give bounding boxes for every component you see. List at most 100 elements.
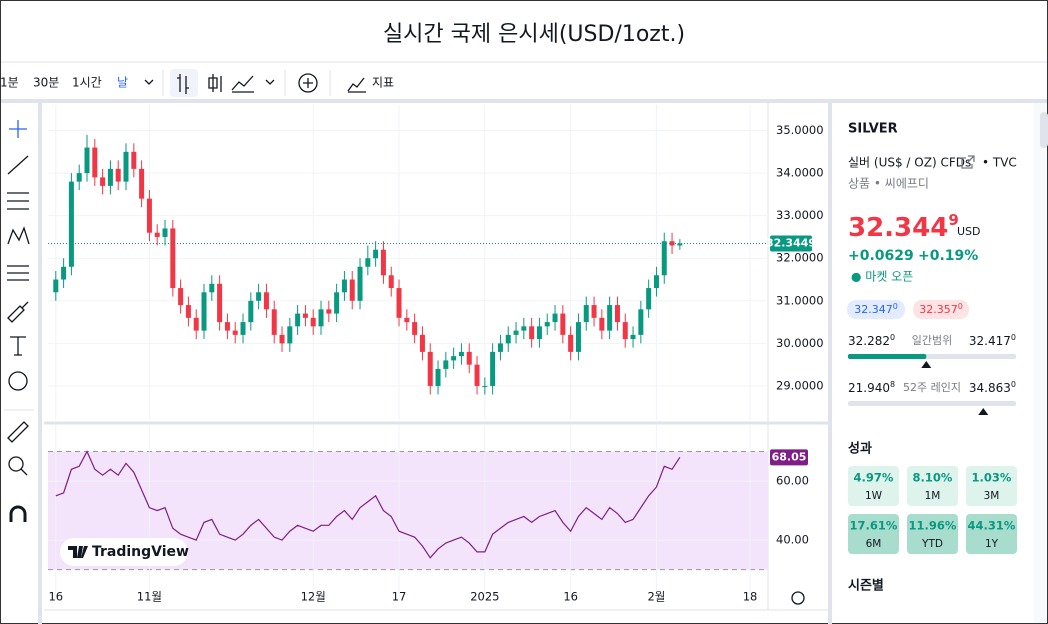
x-tick-label: 16 bbox=[563, 590, 578, 604]
candles-icon[interactable] bbox=[208, 74, 222, 92]
x-tick-label: 12월 bbox=[301, 590, 326, 604]
candle-body bbox=[115, 168, 121, 182]
settings-button[interactable] bbox=[791, 591, 805, 605]
brush-tool[interactable] bbox=[7, 301, 29, 323]
magnet-tool[interactable] bbox=[9, 505, 27, 522]
candle-body bbox=[295, 313, 301, 327]
ask: 32.3570 bbox=[919, 302, 963, 317]
interval[interactable]: 30분 bbox=[33, 76, 59, 90]
candle-body bbox=[544, 322, 550, 327]
y-tick-label: 33.0000 bbox=[776, 208, 824, 222]
dropdown[interactable] bbox=[144, 79, 154, 85]
candle-body bbox=[256, 292, 262, 301]
candle-body bbox=[653, 275, 659, 289]
scrollbar-thumb[interactable] bbox=[1040, 112, 1048, 148]
candle-body bbox=[162, 228, 168, 237]
candle-body bbox=[568, 334, 574, 352]
projection-tool[interactable] bbox=[7, 265, 29, 281]
bar-style-button[interactable] bbox=[170, 69, 198, 97]
performance-period: 1M bbox=[925, 490, 941, 502]
candle-body bbox=[622, 322, 628, 340]
change-pct: +0.19% bbox=[918, 248, 978, 264]
symbol: SILVER bbox=[848, 122, 898, 137]
dropdown[interactable] bbox=[265, 79, 275, 85]
page-title: 실시간 국제 은시세(USD/1ozt.) bbox=[383, 22, 685, 47]
price-sup: 9 bbox=[948, 211, 958, 229]
candle-body bbox=[263, 292, 269, 310]
indicators-button[interactable]: 지표 bbox=[372, 76, 394, 90]
candle-body bbox=[474, 364, 480, 386]
performance-cell bbox=[907, 514, 958, 554]
candle-body bbox=[427, 351, 433, 386]
category: 상품 • 씨에프디 bbox=[848, 177, 929, 191]
candle-body bbox=[240, 322, 246, 335]
candle-body bbox=[154, 232, 160, 237]
candle-body bbox=[357, 266, 363, 301]
emoji-tool[interactable] bbox=[8, 371, 28, 391]
interval[interactable]: 1시간 bbox=[72, 76, 102, 90]
interval[interactable]: 날 bbox=[117, 76, 128, 90]
pattern-tool[interactable] bbox=[7, 226, 30, 245]
candle-body bbox=[318, 309, 324, 327]
candle-body bbox=[84, 147, 90, 174]
performance-value: 17.61% bbox=[850, 519, 898, 533]
candle-body bbox=[76, 173, 82, 182]
candle-body bbox=[341, 279, 347, 293]
candle-body bbox=[560, 313, 566, 335]
external-link[interactable] bbox=[961, 155, 975, 169]
candle-body bbox=[326, 309, 332, 314]
candle-body bbox=[146, 198, 152, 233]
year-range-label: 52주 레인지 bbox=[903, 381, 961, 394]
day-range-label: 일간범위 bbox=[912, 333, 952, 347]
fib-tool[interactable] bbox=[7, 192, 29, 210]
bid-sup: 0 bbox=[893, 302, 898, 311]
rsi-label: 68.05 bbox=[772, 450, 807, 463]
day-high: 32.4170 bbox=[969, 333, 1016, 348]
candle-body bbox=[614, 305, 620, 323]
bars-icon bbox=[177, 74, 189, 94]
zoom-tool[interactable] bbox=[8, 456, 24, 472]
candle-body bbox=[287, 326, 293, 344]
candle-body bbox=[552, 313, 558, 323]
candle-body bbox=[599, 317, 605, 331]
candle-body bbox=[458, 351, 464, 357]
performance-period: YTD bbox=[921, 538, 943, 550]
area-icon[interactable] bbox=[231, 75, 254, 93]
compare-button[interactable] bbox=[298, 73, 318, 93]
price-main: 32.344 bbox=[848, 213, 948, 243]
candle-body bbox=[536, 326, 542, 340]
candle-body bbox=[451, 356, 457, 361]
plus-icon bbox=[303, 78, 313, 88]
year-high-main: 34.863 bbox=[969, 381, 1011, 395]
indicator-icon[interactable] bbox=[347, 77, 366, 93]
crosshair-tool[interactable] bbox=[9, 120, 27, 138]
candle-body bbox=[513, 330, 519, 335]
ruler-tool[interactable] bbox=[7, 421, 29, 443]
interval[interactable]: 1분 bbox=[0, 76, 19, 90]
y-tick-label: 34.0000 bbox=[776, 166, 824, 180]
watermark-logo bbox=[68, 546, 88, 558]
candle-body bbox=[661, 241, 667, 276]
performance-cell bbox=[848, 466, 899, 506]
candle-body bbox=[380, 249, 386, 276]
range-fill bbox=[848, 354, 927, 359]
trendline-tool[interactable] bbox=[7, 155, 29, 175]
watermark-bg bbox=[60, 538, 188, 566]
bid-badge bbox=[847, 300, 905, 319]
toolbar: 1분 30분 1시간 날 지표 bbox=[0, 69, 394, 97]
candle-body bbox=[638, 309, 644, 335]
candle-body bbox=[61, 266, 67, 280]
scrollbar[interactable] bbox=[1034, 103, 1047, 623]
candle-body bbox=[279, 334, 285, 344]
last-price-badge bbox=[770, 235, 812, 252]
candle-body bbox=[575, 322, 581, 352]
market-status: ● 마켓 오픈 bbox=[851, 270, 913, 284]
y-tick-label: 29.0000 bbox=[776, 378, 824, 392]
y-tick-label: 35.0000 bbox=[776, 123, 824, 137]
candle-body bbox=[107, 168, 113, 186]
text-tool[interactable] bbox=[10, 336, 26, 356]
candle-body bbox=[419, 334, 425, 352]
candle-body bbox=[646, 288, 652, 310]
candle-body bbox=[396, 288, 402, 318]
candle-body bbox=[224, 322, 230, 331]
